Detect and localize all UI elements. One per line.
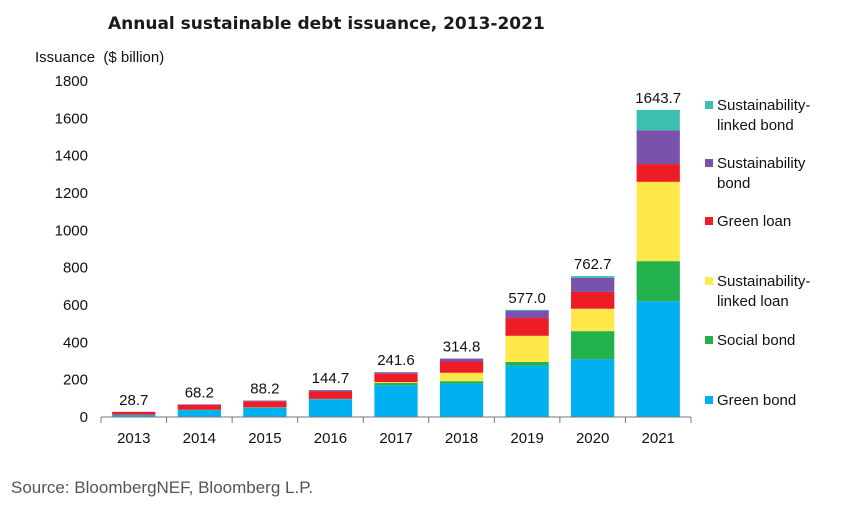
bar-segment: [571, 331, 615, 360]
bar-segment: [505, 310, 549, 319]
legend-swatch: [705, 159, 713, 167]
x-tick-label: 2014: [183, 430, 216, 447]
bar-segment: [636, 109, 680, 131]
bar-segment: [439, 372, 484, 382]
x-axis: 2013 2014 2015 2016 2017 2018 2019 2020 2021: [100, 417, 692, 447]
bar-segment: [636, 164, 680, 182]
y-tick-label: 1400: [55, 148, 88, 165]
legend-swatch: [705, 336, 713, 344]
legend-swatch: [705, 277, 713, 285]
bar-segment: [636, 301, 680, 417]
legend-label: Sustainability-linked bond: [717, 97, 810, 134]
x-tick-label: 2016: [314, 430, 347, 447]
bar-segment: [636, 261, 680, 302]
bar-segment: [505, 318, 549, 336]
bar-segment: [308, 391, 353, 399]
chart-title: Annual sustainable debt issuance, 2013-2…: [108, 14, 545, 34]
bar-segment: [177, 404, 221, 410]
total-label: 144.7: [312, 370, 350, 387]
y-tick-label: 1200: [55, 185, 88, 202]
y-tick-label: 800: [63, 260, 88, 277]
bar-segment: [505, 335, 549, 362]
total-label: 68.2: [185, 384, 214, 401]
y-tick-label: 1800: [55, 73, 88, 90]
y-tick-label: 400: [63, 334, 88, 351]
total-label: 762.7: [574, 256, 612, 273]
legend: Sustainability-linked bond Sustainability…: [705, 97, 810, 409]
x-tick-label: 2015: [248, 430, 281, 447]
y-tick-label: 200: [63, 372, 88, 389]
bar-segment: [112, 411, 156, 415]
bar-segment: [243, 407, 287, 417]
x-tick-label: 2013: [117, 430, 150, 447]
bar-segment: [571, 276, 615, 278]
legend-swatch: [705, 396, 713, 404]
bar-segment: [374, 373, 418, 383]
bar-segment: [439, 361, 484, 373]
x-tick-label: 2018: [445, 430, 478, 447]
y-tick-label: 1000: [55, 222, 88, 239]
bars: [112, 109, 680, 417]
bar-segment: [505, 365, 549, 417]
y-axis: 0 200 400 600 800 1000 1200 1400 1600 1800: [55, 73, 88, 426]
bar-segment: [374, 372, 418, 374]
chart-canvas: Annual sustainable debt issuance, 2013-2…: [35, 14, 810, 447]
bar-segment: [571, 308, 615, 332]
bar-segment: [308, 390, 353, 392]
bar-segment: [374, 383, 418, 386]
bar-segment: [505, 309, 549, 311]
y-tick-label: 600: [63, 297, 88, 314]
bar-segment: [439, 358, 484, 362]
total-label: 241.6: [377, 352, 415, 369]
bar-segment: [571, 359, 615, 417]
source-note: Source: BloombergNEF, Bloomberg L.P.: [11, 478, 314, 497]
bar-segment: [243, 401, 287, 408]
y-tick-label: 1600: [55, 110, 88, 127]
bar-segment: [636, 181, 680, 262]
legend-label: Sustainability-linked loan: [717, 273, 810, 310]
bar-segment: [243, 400, 287, 402]
x-tick-label: 2019: [510, 430, 543, 447]
legend-label: Social bond: [717, 332, 795, 349]
legend-label: Green bond: [717, 392, 796, 409]
y-axis-label: Issuance ($ billion): [35, 49, 164, 66]
total-label: 88.2: [250, 381, 279, 398]
legend-label: Green loan: [717, 213, 791, 230]
total-label: 314.8: [443, 339, 481, 356]
total-label: 577.0: [508, 290, 546, 307]
bar-segment: [505, 361, 549, 366]
bar-segment: [374, 382, 418, 384]
total-label: 1643.7: [635, 90, 681, 107]
bar-segment: [439, 381, 484, 384]
bar-segment: [177, 404, 221, 405]
bar-segment: [439, 383, 484, 417]
bar-segment: [636, 130, 680, 165]
bar-segment: [374, 385, 418, 417]
bar-segment: [571, 277, 615, 292]
legend-label: Sustainability bond: [717, 155, 806, 192]
bar-segment: [177, 410, 221, 417]
x-tick-label: 2020: [576, 430, 609, 447]
legend-swatch: [705, 217, 713, 225]
y-tick-label: 0: [80, 409, 88, 426]
bar-segment: [308, 399, 353, 417]
total-label: 28.7: [119, 392, 148, 409]
x-tick-label: 2021: [642, 430, 675, 447]
bar-segment: [571, 291, 615, 309]
chart-panel: Annual sustainable debt issuance, 2013-2…: [11, 0, 835, 452]
bar-segment: [112, 414, 156, 417]
legend-swatch: [705, 101, 713, 109]
total-labels: 28.7 68.2 88.2 144.7 241.6 314.8 577.0 762.7 164…: [119, 90, 681, 409]
x-tick-label: 2017: [379, 430, 412, 447]
